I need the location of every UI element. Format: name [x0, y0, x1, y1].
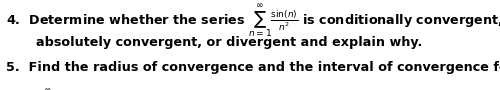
Text: absolutely convergent, or divergent and explain why.: absolutely convergent, or divergent and …: [36, 36, 422, 49]
Text: 4.  Determine whether the series $\sum_{n=1}^{\infty}\frac{\mathrm{sin}(n)}{n^2}: 4. Determine whether the series $\sum_{n…: [6, 3, 500, 40]
Text: 5.  Find the radius of convergence and the interval of convergence for: 5. Find the radius of convergence and th…: [6, 61, 500, 74]
Text: $\sum_{n=1}^{\infty}\frac{1}{3^n}(x-2)^n$: $\sum_{n=1}^{\infty}\frac{1}{3^n}(x-2)^n…: [36, 87, 118, 90]
